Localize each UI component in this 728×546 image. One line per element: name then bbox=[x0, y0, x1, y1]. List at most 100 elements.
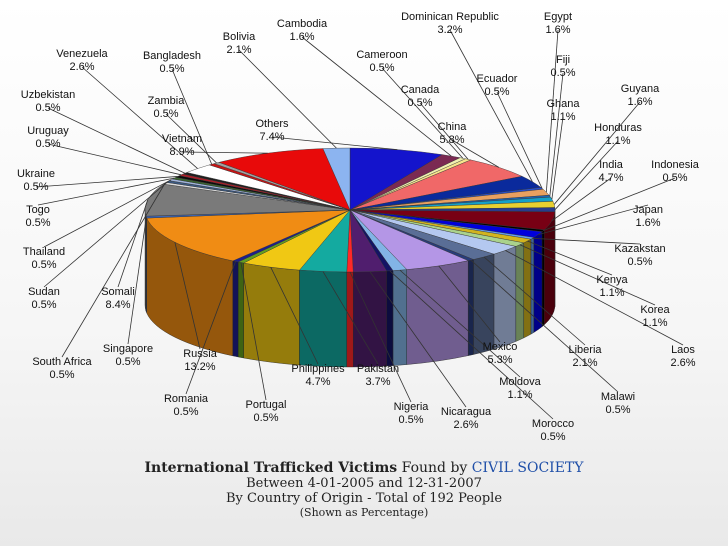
label-venezuela: Venezuela 2.6% bbox=[56, 48, 108, 73]
label-value: 0.5% bbox=[153, 108, 178, 120]
label-value: 2.6% bbox=[69, 61, 94, 73]
label-name: Venezuela bbox=[56, 48, 108, 60]
leader-cameroon bbox=[381, 67, 464, 159]
label-ecuador: Ecuador 0.5% bbox=[477, 73, 518, 98]
side-nicaragua bbox=[353, 270, 387, 368]
leader-moldova bbox=[399, 269, 521, 378]
label-name: Cameroon bbox=[356, 49, 407, 61]
label-singapore: Singapore 0.5% bbox=[103, 343, 153, 368]
label-honduras: Honduras 1.1% bbox=[594, 122, 642, 147]
label-value: 0.5% bbox=[398, 414, 423, 426]
label-name: Moldova bbox=[499, 376, 541, 388]
leader-ecuador bbox=[496, 91, 543, 189]
label-name: Fiji bbox=[556, 54, 570, 66]
label-ukraine: Ukraine 0.5% bbox=[17, 168, 55, 193]
label-name: Cambodia bbox=[277, 18, 328, 30]
leader-kenya bbox=[527, 240, 613, 276]
leader-south-africa bbox=[61, 183, 166, 358]
label-name: Bangladesh bbox=[143, 50, 201, 62]
leader-indonesia bbox=[542, 177, 676, 232]
label-value: 13.2% bbox=[184, 361, 215, 373]
label-bolivia: Bolivia 2.1% bbox=[223, 31, 256, 56]
label-value: 0.5% bbox=[31, 299, 56, 311]
chart-title-bold: International Trafficked Victims bbox=[144, 460, 398, 476]
label-russia: Russia 13.2% bbox=[183, 348, 218, 373]
label-name: Zambia bbox=[148, 95, 186, 107]
label-value: 1.6% bbox=[289, 31, 314, 43]
label-vietnam: Vietnam 8.9% bbox=[162, 133, 202, 158]
label-name: Kenya bbox=[596, 274, 628, 286]
leader-sudan bbox=[43, 181, 169, 288]
label-name: Romania bbox=[164, 393, 209, 405]
label-value: 5.3% bbox=[487, 354, 512, 366]
leader-mexico bbox=[438, 265, 501, 343]
label-value: 3.2% bbox=[437, 24, 462, 36]
label-value: 2.6% bbox=[453, 419, 478, 431]
label-egypt: Egypt 1.6% bbox=[544, 11, 572, 36]
leader-guyana bbox=[553, 101, 641, 205]
leader-pakistan bbox=[322, 271, 379, 365]
label-somali: Somali 8.4% bbox=[101, 286, 135, 311]
label-nigeria: Nigeria 0.5% bbox=[394, 401, 430, 426]
label-malawi: Malawi 0.5% bbox=[601, 391, 635, 416]
label-value: 0.5% bbox=[253, 412, 278, 424]
label-thailand: Thailand 0.5% bbox=[23, 246, 65, 271]
label-name: Russia bbox=[183, 348, 218, 360]
label-name: Others bbox=[255, 118, 289, 130]
label-value: 7.4% bbox=[259, 131, 284, 143]
label-mexico: Mexico 5.3% bbox=[483, 341, 518, 366]
label-uruguay: Uruguay 0.5% bbox=[27, 125, 69, 150]
chart-subtitle-dates: Between 4-01-2005 and 12-31-2007 bbox=[246, 476, 482, 491]
label-romania: Romania 0.5% bbox=[164, 393, 209, 418]
label-value: 2.6% bbox=[670, 357, 695, 369]
chart-caption: International Trafficked Victims Found b… bbox=[0, 460, 728, 519]
label-value: 0.5% bbox=[540, 431, 565, 443]
leader-liberia bbox=[483, 256, 586, 346]
label-zambia: Zambia 0.5% bbox=[148, 95, 186, 120]
label-indonesia: Indonesia 0.5% bbox=[651, 159, 700, 184]
label-value: 0.5% bbox=[31, 259, 56, 271]
label-value: 4.7% bbox=[305, 376, 330, 388]
label-value: 1.1% bbox=[507, 389, 532, 401]
label-china: China 5.8% bbox=[438, 121, 468, 146]
label-kazakstan: Kazakstan 0.5% bbox=[614, 243, 665, 268]
label-name: Sudan bbox=[28, 286, 60, 298]
label-value: 0.5% bbox=[35, 102, 60, 114]
slice-vietnam bbox=[218, 148, 351, 211]
label-morocco: Morocco 0.5% bbox=[532, 418, 574, 443]
label-value: 0.5% bbox=[35, 138, 60, 150]
label-name: Morocco bbox=[532, 418, 574, 430]
label-cambodia: Cambodia 1.6% bbox=[277, 18, 328, 43]
label-name: Canada bbox=[401, 84, 440, 96]
label-kenya: Kenya 1.1% bbox=[596, 274, 628, 299]
label-cameroon: Cameroon 0.5% bbox=[356, 49, 407, 74]
label-value: 1.6% bbox=[635, 217, 660, 229]
label-laos: Laos 2.6% bbox=[670, 344, 695, 369]
label-japan: Japan 1.6% bbox=[633, 204, 663, 229]
leader-uzbekistan bbox=[47, 107, 186, 174]
label-philippines: Philippines 4.7% bbox=[291, 363, 345, 388]
leader-thailand bbox=[43, 179, 172, 248]
label-name: Uzbekistan bbox=[21, 89, 75, 101]
label-value: 0.5% bbox=[627, 256, 652, 268]
label-name: Japan bbox=[633, 204, 663, 216]
label-name: Indonesia bbox=[651, 159, 700, 171]
chart-title-connector: Found by bbox=[397, 460, 472, 476]
label-name: Somali bbox=[101, 286, 135, 298]
leader-laos bbox=[505, 250, 684, 346]
label-sudan: Sudan 0.5% bbox=[28, 286, 60, 311]
label-india: India 4.7% bbox=[598, 159, 623, 184]
label-name: Philippines bbox=[291, 363, 345, 375]
leader-bolivia bbox=[238, 49, 337, 149]
label-name: India bbox=[599, 159, 624, 171]
label-value: 1.1% bbox=[550, 111, 575, 123]
label-value: 1.1% bbox=[642, 317, 667, 329]
leader-japan bbox=[538, 204, 649, 235]
leader-bangladesh bbox=[171, 68, 213, 165]
slice-labels: Others 7.4%Cambodia 1.6%Cameroon 0.5%Canada… bbox=[17, 11, 700, 443]
label-value: 2.1% bbox=[226, 44, 251, 56]
label-value: 0.5% bbox=[25, 217, 50, 229]
label-value: 0.5% bbox=[484, 86, 509, 98]
label-value: 0.5% bbox=[407, 97, 432, 109]
